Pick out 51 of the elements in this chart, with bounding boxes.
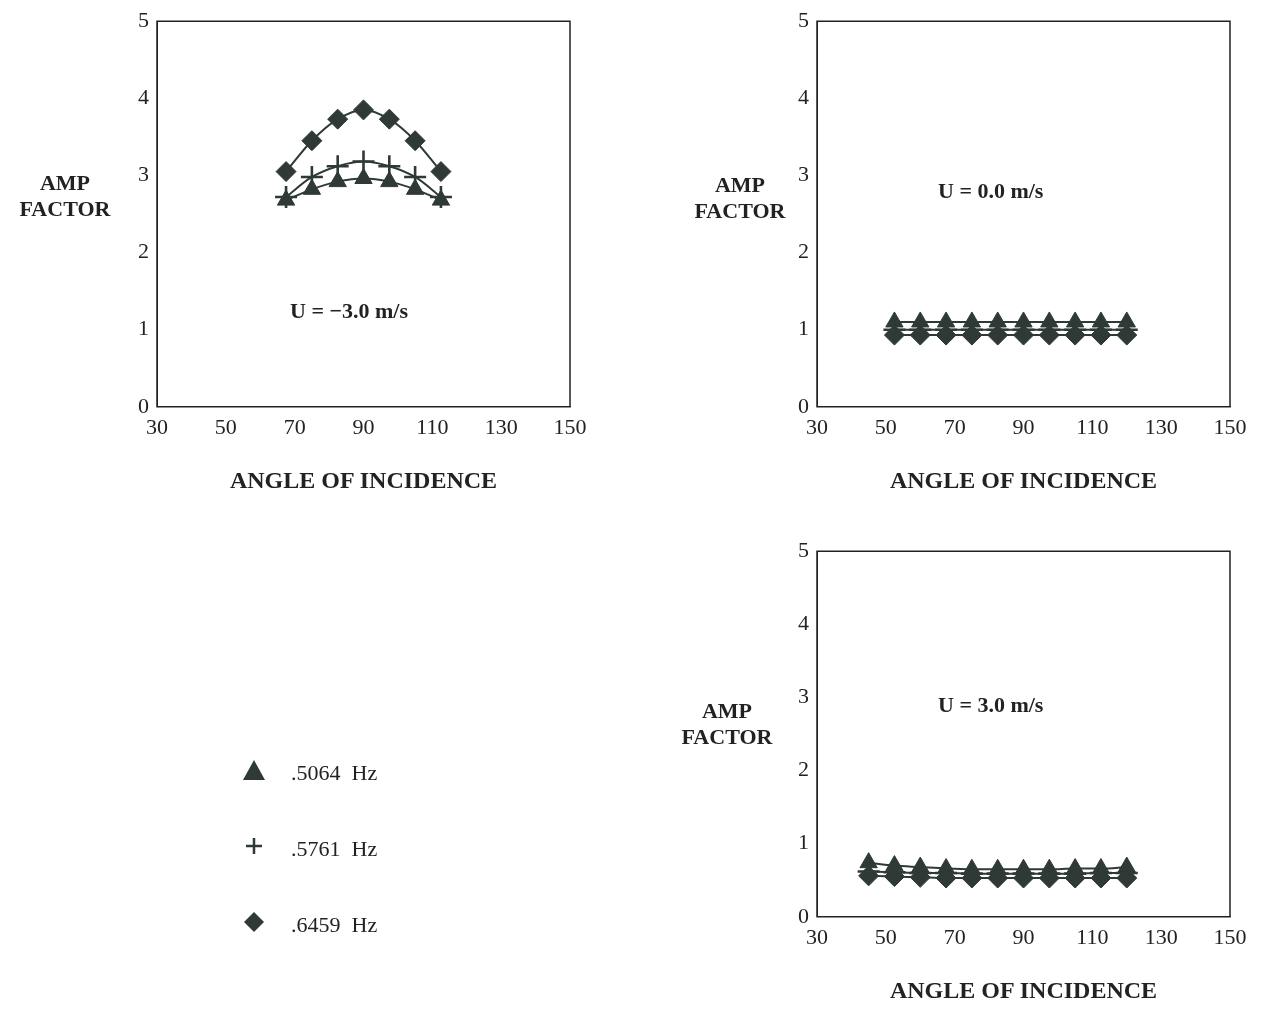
x-tick-label: 30 <box>806 923 828 949</box>
x-axis-title: ANGLE OF INCIDENCE <box>889 976 1158 1003</box>
legend-label: .6459 Hz <box>291 912 378 938</box>
legend-label: .5064 Hz <box>291 760 378 786</box>
x-tick-label: 30 <box>146 413 168 439</box>
y-tick-label: 2 <box>798 238 809 264</box>
x-tick-label: 110 <box>1076 923 1109 949</box>
y-tick-label: 0 <box>138 392 149 418</box>
y-tick-label: 2 <box>138 238 149 264</box>
y-tick-label: 4 <box>798 610 809 636</box>
x-tick-label: 70 <box>283 413 306 439</box>
x-tick-label: 70 <box>943 923 966 949</box>
x-tick-label: 150 <box>1213 413 1247 439</box>
y-tick-label: 0 <box>798 902 809 928</box>
y-tick-label: 1 <box>138 315 149 341</box>
x-tick-label: 110 <box>1076 413 1109 439</box>
y-tick-label: 3 <box>798 161 809 187</box>
x-tick-label: 130 <box>484 413 518 439</box>
x-axis-title: ANGLE OF INCIDENCE <box>229 466 498 493</box>
y-tick-label: 1 <box>798 315 809 341</box>
x-tick-label: 110 <box>416 413 449 439</box>
annotation: U = 0.0 m/s <box>938 178 1044 204</box>
y-tick-label: 1 <box>798 829 809 855</box>
y-tick-label: 3 <box>798 683 809 709</box>
annotation: U = 3.0 m/s <box>938 692 1044 718</box>
y-tick-label: 4 <box>798 84 809 110</box>
x-axis-title: ANGLE OF INCIDENCE <box>889 466 1158 493</box>
x-tick-label: 90 <box>1012 923 1035 949</box>
x-tick-label: 50 <box>874 923 897 949</box>
y-axis-title: AMP FACTOR <box>18 170 112 222</box>
annotation: U = −3.0 m/s <box>290 298 408 324</box>
x-tick-label: 150 <box>1213 923 1247 949</box>
y-tick-label: 5 <box>798 536 809 562</box>
y-tick-label: 2 <box>798 756 809 782</box>
y-tick-label: 3 <box>138 161 149 187</box>
x-tick-label: 50 <box>874 413 897 439</box>
legend-label: .5761 Hz <box>291 836 378 862</box>
y-axis-title: AMP FACTOR <box>680 698 774 750</box>
x-tick-label: 30 <box>806 413 828 439</box>
y-tick-label: 5 <box>138 6 149 32</box>
y-tick-label: 0 <box>798 392 809 418</box>
y-tick-label: 4 <box>138 84 149 110</box>
x-tick-label: 70 <box>943 413 966 439</box>
y-tick-label: 5 <box>798 6 809 32</box>
y-axis-title: AMP FACTOR <box>694 172 786 223</box>
x-tick-label: 90 <box>1012 413 1035 439</box>
x-tick-label: 130 <box>1144 413 1178 439</box>
x-tick-label: 90 <box>352 413 375 439</box>
x-tick-label: 150 <box>553 413 587 439</box>
x-tick-label: 130 <box>1144 923 1178 949</box>
x-tick-label: 50 <box>214 413 237 439</box>
